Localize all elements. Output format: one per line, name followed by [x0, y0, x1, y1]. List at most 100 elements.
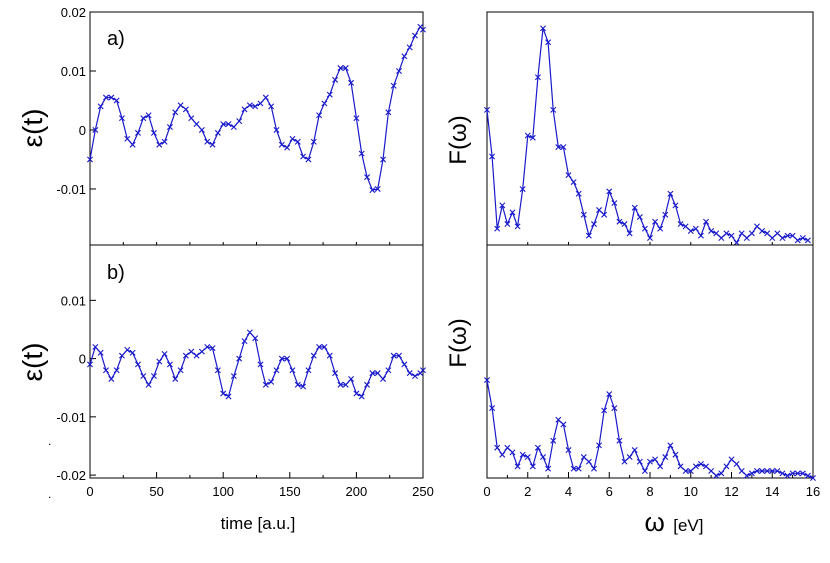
panel-d-point-29 — [631, 447, 638, 454]
panel-a-point-52 — [364, 174, 371, 181]
panel-b-point-22 — [204, 343, 211, 350]
panel-c-point-60 — [789, 232, 796, 239]
panel-a-point-27 — [230, 124, 237, 131]
panel-b-label: b) — [107, 262, 125, 284]
panel-b-point-29 — [241, 338, 248, 345]
panel-d-point-13 — [550, 437, 557, 444]
panel-a-point-21 — [198, 126, 205, 133]
panel-d-point-54 — [759, 468, 766, 474]
panel-c-point-58 — [779, 235, 786, 241]
panel-a-point-32 — [257, 100, 264, 107]
panel-d-point-24 — [606, 391, 613, 398]
panel-c-frame — [486, 11, 814, 246]
panel-a-label: a) — [107, 28, 125, 50]
panel-b-point-40 — [300, 383, 307, 390]
panel-d-point-9 — [529, 463, 536, 470]
panel-c-point-0 — [484, 106, 490, 113]
panel-a-field-plot: -0.01 0 0.01 0.02 a) ε(t) — [17, 5, 426, 246]
panel-b-point-41 — [305, 367, 312, 374]
panel-d-point-27 — [621, 458, 628, 465]
panel-d-point-61 — [794, 470, 801, 477]
panel-c-point-27 — [621, 221, 628, 228]
panel-b-x-tick-label-4: 200 — [346, 484, 368, 499]
panel-a-y-axis-label: ε(t) — [17, 109, 48, 148]
panel-c-point-15 — [560, 144, 567, 151]
panel-d-x-tick-label-2: 4 — [565, 484, 572, 499]
panel-b-series-line — [89, 331, 424, 398]
panel-b-point-3 — [102, 367, 109, 374]
panel-c-point-17 — [570, 179, 577, 186]
panel-d-point-25 — [611, 405, 618, 412]
panel-c-point-56 — [769, 235, 776, 241]
panel-c-point-11 — [540, 25, 547, 32]
panel-a-point-40 — [300, 153, 307, 160]
panel-a-point-41 — [305, 156, 312, 163]
panel-a-point-61 — [412, 32, 418, 39]
panel-c-series-line — [486, 28, 809, 244]
panel-c-point-22 — [596, 207, 603, 214]
panel-b-point-7 — [124, 346, 131, 353]
panel-d-spectrum-plot: 0 2 4 6 8 10 12 14 16 F(ω) — [445, 244, 820, 499]
panel-a-point-17 — [177, 102, 184, 109]
left-x-axis-label: time [a.u.] — [221, 514, 296, 533]
panel-a-point-60 — [406, 44, 413, 51]
panel-a-point-35 — [273, 126, 280, 133]
panel-a-point-50 — [353, 115, 360, 122]
panel-c-point-39 — [682, 223, 689, 230]
panel-a-point-44 — [321, 100, 328, 107]
panel-b-point-54 — [374, 370, 381, 377]
panel-a-point-33 — [262, 94, 269, 101]
panel-b-point-14 — [161, 350, 168, 357]
panel-c-point-43 — [703, 218, 710, 225]
panel-b-point-55 — [380, 375, 387, 382]
panel-d-point-39 — [682, 468, 689, 474]
panel-a-point-5 — [113, 97, 120, 104]
panel-d-point-0 — [484, 377, 490, 384]
panel-c-point-10 — [534, 74, 541, 81]
panel-b-point-25 — [220, 390, 227, 397]
panel-a-point-28 — [236, 118, 243, 125]
panel-b-point-50 — [353, 390, 360, 397]
panel-c-point-12 — [545, 39, 552, 46]
panel-b-point-48 — [342, 381, 349, 388]
panel-d-x-tick-label-8: 16 — [806, 484, 820, 499]
panel-d-point-60 — [789, 470, 796, 477]
panel-c-point-14 — [555, 144, 562, 151]
panel-a-y-tick-label-1: 0 — [79, 123, 86, 138]
panel-a-point-2 — [97, 103, 104, 110]
panel-c-point-40 — [687, 228, 694, 235]
panel-b-point-2 — [97, 349, 104, 356]
panel-d-point-43 — [703, 463, 710, 470]
panel-b-point-9 — [134, 361, 141, 368]
panel-b-point-60 — [406, 370, 413, 377]
panel-c-point-30 — [636, 214, 643, 221]
panel-a-y-tick-label-0: -0.01 — [56, 182, 86, 197]
panel-d-point-49 — [733, 461, 740, 468]
panel-b-point-51 — [358, 393, 365, 400]
panel-c-point-16 — [565, 172, 572, 179]
panel-b-point-39 — [294, 381, 301, 388]
panel-d-point-34 — [657, 463, 664, 470]
panel-b-point-30 — [246, 329, 253, 336]
panel-c-point-55 — [764, 230, 771, 237]
panel-d-point-21 — [590, 465, 597, 472]
panel-d-point-11 — [540, 454, 547, 461]
panel-c-point-54 — [759, 228, 766, 235]
panel-a-point-31 — [252, 103, 259, 110]
panel-a-point-0 — [87, 156, 93, 163]
panel-b-point-8 — [129, 349, 136, 356]
panel-c-point-8 — [524, 132, 531, 139]
panel-d-point-1 — [489, 405, 496, 412]
panel-d-point-18 — [575, 465, 582, 472]
panel-a-y-tick-label-3: 0.02 — [61, 5, 86, 20]
panel-c-y-axis-label: F(ω) — [445, 115, 472, 164]
panel-d-point-32 — [647, 458, 653, 465]
panel-c-point-45 — [713, 230, 720, 237]
panel-a-point-22 — [204, 138, 211, 145]
right-x-axis-label: ω [eV] — [644, 507, 703, 537]
panel-c-point-46 — [718, 235, 725, 241]
panel-d-point-56 — [769, 468, 776, 474]
panel-b-point-58 — [396, 352, 403, 359]
panel-b-point-15 — [166, 361, 173, 368]
panel-b-point-16 — [172, 375, 179, 382]
